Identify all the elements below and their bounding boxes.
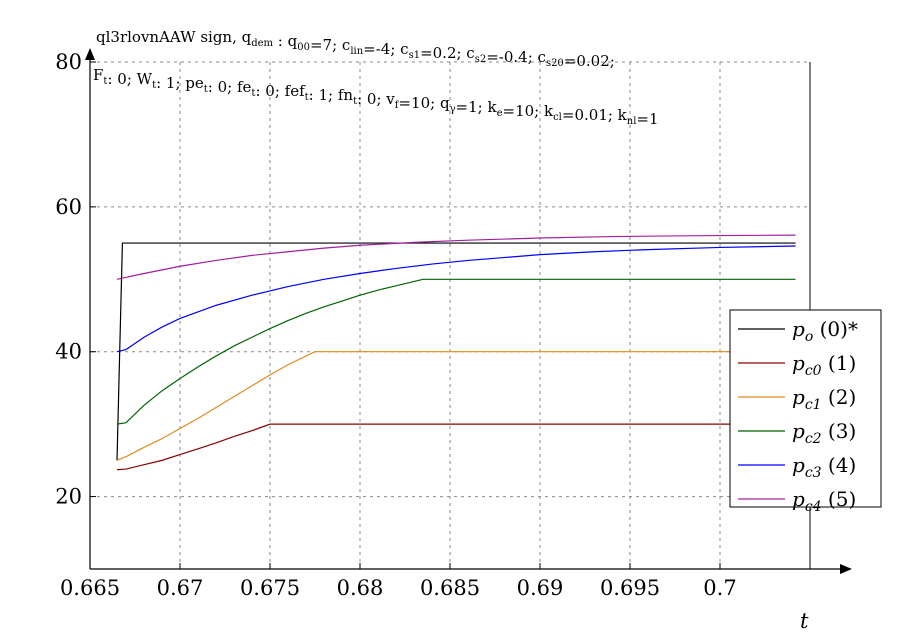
legend-label-3: pc2 (3): [792, 419, 856, 447]
x-tick-label: 0.69: [517, 576, 564, 600]
x-axis-arrow: [840, 564, 852, 574]
header-line-2: Ft: 0; Wt: 1; pet: 0; fet: 0; feft: 1; f…: [93, 66, 659, 128]
series-line-1: [116, 423, 796, 471]
legend-box: [729, 309, 882, 508]
series-line-0: [116, 242, 796, 461]
y-tick-label: 60: [55, 195, 82, 219]
series-line-5: [116, 234, 796, 280]
series-line-2: [116, 351, 796, 461]
series-line-4: [116, 245, 796, 353]
legend-label-0: po (0)*: [792, 317, 858, 345]
parameter-header: ql3rlovnAAW sign, qdem : q00=7; clin=-4;…: [93, 28, 659, 128]
x-tick-label: 0.67: [157, 576, 204, 600]
y-tick-label: 80: [55, 50, 82, 74]
legend: po (0)* pc0 (1) pc1 (2) pc2 (3) pc3 (4) pc4 (…: [729, 309, 882, 515]
legend-label-2: pc1 (2): [792, 385, 856, 413]
x-axis-label: t: [800, 609, 809, 633]
x-tick-label: 0.695: [600, 576, 660, 600]
y-axis-arrow: [85, 48, 95, 60]
x-tick-label: 0.685: [420, 576, 480, 600]
x-tick-label: 0.7: [703, 576, 736, 600]
x-tick-label: 0.68: [337, 576, 384, 600]
y-tick-label: 40: [55, 340, 82, 364]
x-tick-label: 0.665: [60, 576, 120, 600]
x-tick-label: 0.675: [240, 576, 300, 600]
legend-label-4: pc3 (4): [792, 453, 856, 481]
legend-label-5: pc4 (5): [792, 487, 856, 515]
y-tick-label: 20: [55, 485, 82, 509]
grid: [90, 61, 810, 569]
legend-label-1: pc0 (1): [792, 351, 856, 379]
series-lines: [116, 234, 796, 471]
series-line-3: [116, 278, 796, 425]
header-line-1: ql3rlovnAAW sign, qdem : q00=7; clin=-4;…: [96, 28, 615, 70]
